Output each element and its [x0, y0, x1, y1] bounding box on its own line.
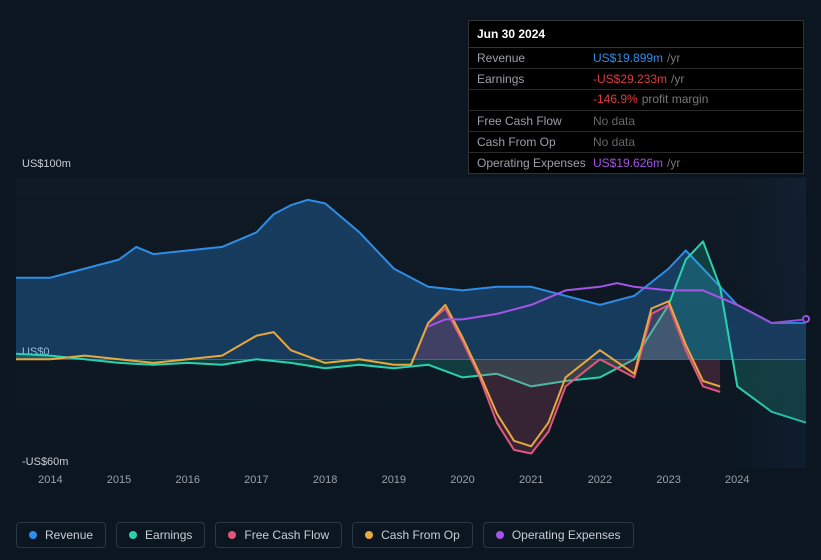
tooltip-date: Jun 30 2024	[469, 21, 803, 48]
legend-label: Operating Expenses	[512, 528, 621, 542]
series-end-marker	[802, 315, 810, 323]
x-tick: 2018	[313, 474, 337, 486]
chart-tooltip: Jun 30 2024 RevenueUS$19.899m/yrEarnings…	[468, 20, 804, 174]
legend-item-cash-from-op[interactable]: Cash From Op	[352, 522, 473, 548]
legend-dot	[365, 531, 373, 539]
tooltip-row: RevenueUS$19.899m/yr	[469, 48, 803, 69]
legend-label: Revenue	[45, 528, 93, 542]
tooltip-row-label: Operating Expenses	[477, 156, 593, 170]
x-tick: 2016	[175, 474, 199, 486]
tooltip-row-label: Cash From Op	[477, 135, 593, 149]
legend-dot	[29, 531, 37, 539]
x-tick: 2015	[107, 474, 131, 486]
chart-legend: Revenue Earnings Free Cash Flow Cash From O…	[16, 522, 634, 548]
legend-dot	[129, 531, 137, 539]
legend-item-earnings[interactable]: Earnings	[116, 522, 205, 548]
legend-dot	[496, 531, 504, 539]
legend-label: Cash From Op	[381, 528, 460, 542]
x-tick: 2023	[656, 474, 680, 486]
legend-item-free-cash-flow[interactable]: Free Cash Flow	[215, 522, 342, 548]
legend-label: Earnings	[145, 528, 192, 542]
tooltip-row-label: Free Cash Flow	[477, 114, 593, 128]
tooltip-subrow: -146.9%profit margin	[469, 90, 803, 111]
tooltip-row: Free Cash FlowNo data	[469, 111, 803, 132]
x-tick: 2024	[725, 474, 749, 486]
tooltip-row: Cash From OpNo data	[469, 132, 803, 153]
x-tick: 2017	[244, 474, 268, 486]
plot-area[interactable]	[16, 178, 806, 468]
x-tick: 2019	[382, 474, 406, 486]
legend-item-revenue[interactable]: Revenue	[16, 522, 106, 548]
legend-label: Free Cash Flow	[244, 528, 329, 542]
tooltip-row-label: Earnings	[477, 72, 593, 86]
x-tick: 2021	[519, 474, 543, 486]
x-tick: 2022	[588, 474, 612, 486]
x-tick: 2014	[38, 474, 62, 486]
financials-chart[interactable]: US$100m US$0 -US$60m 2014201520162017201…	[16, 160, 806, 500]
tooltip-row: Earnings-US$29.233m/yr	[469, 69, 803, 90]
tooltip-row-label: Revenue	[477, 51, 593, 65]
legend-item-operating-expenses[interactable]: Operating Expenses	[483, 522, 634, 548]
y-tick-top: US$100m	[22, 158, 71, 170]
legend-dot	[228, 531, 236, 539]
tooltip-row: Operating ExpensesUS$19.626m/yr	[469, 153, 803, 173]
x-tick: 2020	[450, 474, 474, 486]
chart-svg	[16, 178, 806, 468]
